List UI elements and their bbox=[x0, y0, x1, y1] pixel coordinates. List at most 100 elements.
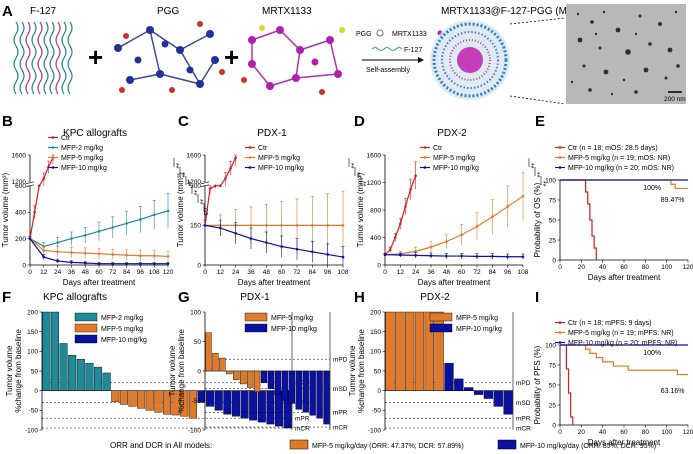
series-line bbox=[29, 157, 54, 239]
footnote-mfp5: MFP-5 mg/kg/day (ORR: 47.37%; DCR: 57.89… bbox=[312, 443, 464, 450]
bar bbox=[214, 390, 223, 411]
x-tick-label: 72 bbox=[473, 269, 481, 276]
data-point bbox=[295, 224, 299, 227]
data-point bbox=[460, 233, 463, 237]
bar bbox=[219, 357, 226, 372]
y-tick-label: 100 bbox=[27, 349, 38, 356]
bar bbox=[180, 390, 189, 417]
legend-label: MFP-10 mg/kg bbox=[271, 326, 317, 333]
y-tick-label: 1600 bbox=[12, 152, 27, 159]
data-point bbox=[229, 167, 232, 170]
legend-label: MFP-10 mg/kg bbox=[456, 326, 502, 333]
legend-marker bbox=[248, 156, 252, 159]
bar bbox=[434, 311, 444, 391]
chart-title: PDX-1 bbox=[257, 128, 287, 139]
x-tick-label: 100 bbox=[661, 264, 672, 271]
arrowhead-icon bbox=[418, 57, 424, 63]
significance-label: ** bbox=[196, 199, 203, 205]
legend-label: MFP-10 mg/kg bbox=[61, 165, 107, 172]
legend-swatch bbox=[244, 312, 268, 322]
bar bbox=[395, 311, 405, 391]
y-tick-label: 50 bbox=[31, 368, 39, 375]
bar bbox=[281, 370, 289, 401]
y-tick-label: 0 bbox=[552, 422, 556, 429]
y-tick-label: 50 bbox=[194, 339, 202, 346]
legend-swatch bbox=[74, 334, 98, 344]
data-point bbox=[445, 240, 448, 243]
data-point bbox=[42, 255, 46, 259]
legend-marker bbox=[51, 166, 55, 169]
y-axis-label: Tumor volume (mm³) bbox=[1, 172, 10, 247]
data-point bbox=[56, 259, 59, 263]
bar bbox=[50, 311, 59, 391]
data-point bbox=[70, 237, 73, 240]
y-tick-label: 75 bbox=[549, 197, 557, 204]
y-axis-label: %change from baseline bbox=[357, 329, 366, 413]
bar bbox=[253, 370, 261, 392]
axis-break-mark bbox=[25, 184, 35, 188]
legend-label: MFP-5 mg/kg bbox=[456, 315, 498, 322]
x-tick-label: 36 bbox=[427, 269, 435, 276]
x-axis-label: Days after treatment bbox=[418, 278, 491, 287]
x-tick-label: 24 bbox=[54, 269, 62, 276]
legend-marker bbox=[423, 166, 427, 169]
y-tick-label: 1200 bbox=[12, 179, 27, 186]
y-tick-label: 1600 bbox=[187, 152, 202, 159]
data-point bbox=[224, 177, 227, 180]
bar bbox=[444, 362, 454, 391]
data-point bbox=[42, 177, 46, 180]
zoom-line-top bbox=[509, 17, 566, 25]
legend-pgg: PGG bbox=[356, 31, 372, 38]
data-point bbox=[139, 218, 142, 221]
data-point bbox=[475, 225, 479, 228]
data-point bbox=[445, 254, 448, 258]
panel-label-G: G bbox=[178, 289, 190, 306]
footnote-mfp10: MFP-10 mg/kg/day (ORR: 85%; DCR: 95%) bbox=[520, 443, 656, 450]
y-tick-label: 0 bbox=[377, 388, 381, 395]
bar bbox=[68, 355, 77, 391]
series-mfp-5-mg-kg bbox=[28, 235, 170, 262]
x-tick-label: 36 bbox=[247, 269, 255, 276]
series-mfp-10-mg-kg bbox=[28, 236, 170, 265]
bar bbox=[309, 370, 316, 416]
y-tick-label: 300 bbox=[190, 183, 201, 190]
bar bbox=[42, 311, 51, 391]
y-tick-label: 150 bbox=[190, 223, 201, 230]
footnote: ORR and DCR in All models: MFP-5 mg/kg/d… bbox=[110, 439, 656, 450]
legend-marker bbox=[558, 341, 562, 344]
data-point bbox=[219, 226, 222, 230]
x-axis-label: Days after treatment bbox=[588, 273, 661, 282]
y-tick-label: -50 bbox=[192, 398, 202, 405]
y-axis-label: %change from baseline bbox=[14, 329, 23, 413]
threshold-label: mCR bbox=[295, 425, 310, 432]
data-point bbox=[409, 188, 412, 191]
y-tick-label: 100 bbox=[545, 342, 556, 349]
x-tick-label: 24 bbox=[232, 269, 240, 276]
bar bbox=[240, 390, 249, 419]
bar bbox=[316, 370, 323, 419]
legend-label: Ctr (n = 18; mPFS: 9 days) bbox=[568, 320, 651, 327]
y-axis-label: Tumor volume bbox=[348, 345, 357, 396]
bar bbox=[295, 370, 302, 410]
data-point bbox=[152, 262, 156, 265]
x-tick-label: 80 bbox=[642, 264, 650, 271]
series-line bbox=[204, 224, 344, 258]
data-point bbox=[265, 224, 268, 227]
y-tick-label: 600 bbox=[15, 183, 26, 190]
threshold-label: mCR bbox=[333, 424, 348, 431]
x-tick-label: 96 bbox=[504, 269, 512, 276]
data-point bbox=[265, 241, 268, 244]
legend-marker bbox=[423, 156, 427, 159]
bar bbox=[267, 370, 275, 389]
x-tick-label: 12 bbox=[217, 269, 225, 276]
x-tick-label: 0 bbox=[28, 269, 32, 276]
data-point bbox=[460, 254, 463, 258]
panel-label-E: E bbox=[535, 113, 545, 130]
data-point bbox=[383, 253, 387, 256]
data-point bbox=[414, 174, 417, 177]
y-tick-label: 0 bbox=[552, 257, 556, 264]
y-axis-label: Tumor volume (mm³) bbox=[176, 172, 185, 247]
bar bbox=[493, 390, 503, 407]
x-tick-label: 48 bbox=[263, 269, 271, 276]
scale-bar-label: 200 nm bbox=[664, 96, 686, 103]
